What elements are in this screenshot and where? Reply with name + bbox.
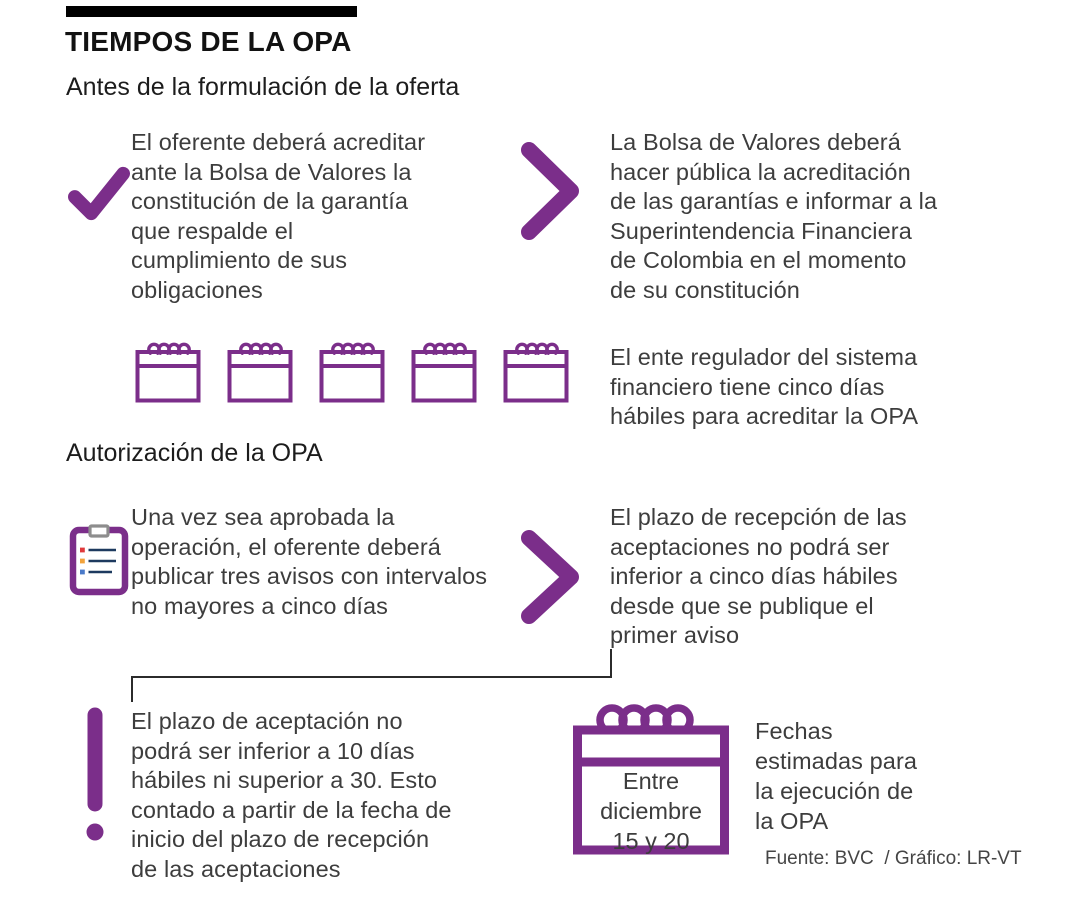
clipboard-icon	[69, 524, 129, 596]
section-before-step2-text: La Bolsa de Valores deberá hacer pública…	[610, 129, 938, 303]
section-authorization-heading: Autorización de la OPA	[66, 439, 323, 467]
exclamation-icon	[84, 706, 106, 844]
title-rule	[66, 6, 357, 17]
section-before-heading: Antes de la formulación de la oferta	[66, 73, 460, 101]
acceptance-warning-text: El plazo de aceptación no podrá ser infe…	[131, 708, 452, 882]
regulator-note-text: El ente regulador del sistema financiero…	[610, 344, 919, 429]
section-authorization-step1-text: Una vez sea aprobada la operación, el of…	[131, 504, 488, 619]
section-authorization-step2-text: El plazo de recepción de las aceptacione…	[610, 504, 907, 648]
source-credit: Fuente: BVC / Gráfico: LR-VT	[765, 848, 1022, 869]
calendar-date-label: Entre diciembre 15 y 20	[600, 768, 702, 854]
calendar-icon	[411, 339, 477, 403]
dates-note-text: Fechas estimadas para la ejecución de la…	[755, 718, 918, 834]
calendar-icon	[503, 339, 569, 403]
flow-connector-line	[131, 649, 613, 703]
calendar-date-icon: Entre diciembre 15 y 20	[572, 704, 730, 862]
arrow-right-icon	[518, 527, 582, 627]
calendar-icon	[319, 339, 385, 403]
calendar-icon	[135, 339, 201, 403]
page-title: TIEMPOS DE LA OPA	[65, 26, 352, 57]
calendar-icon	[227, 339, 293, 403]
check-icon	[68, 166, 130, 222]
arrow-right-icon	[518, 139, 582, 243]
section-before-step1-text: El oferente deberá acreditar ante la Bol…	[131, 129, 426, 303]
